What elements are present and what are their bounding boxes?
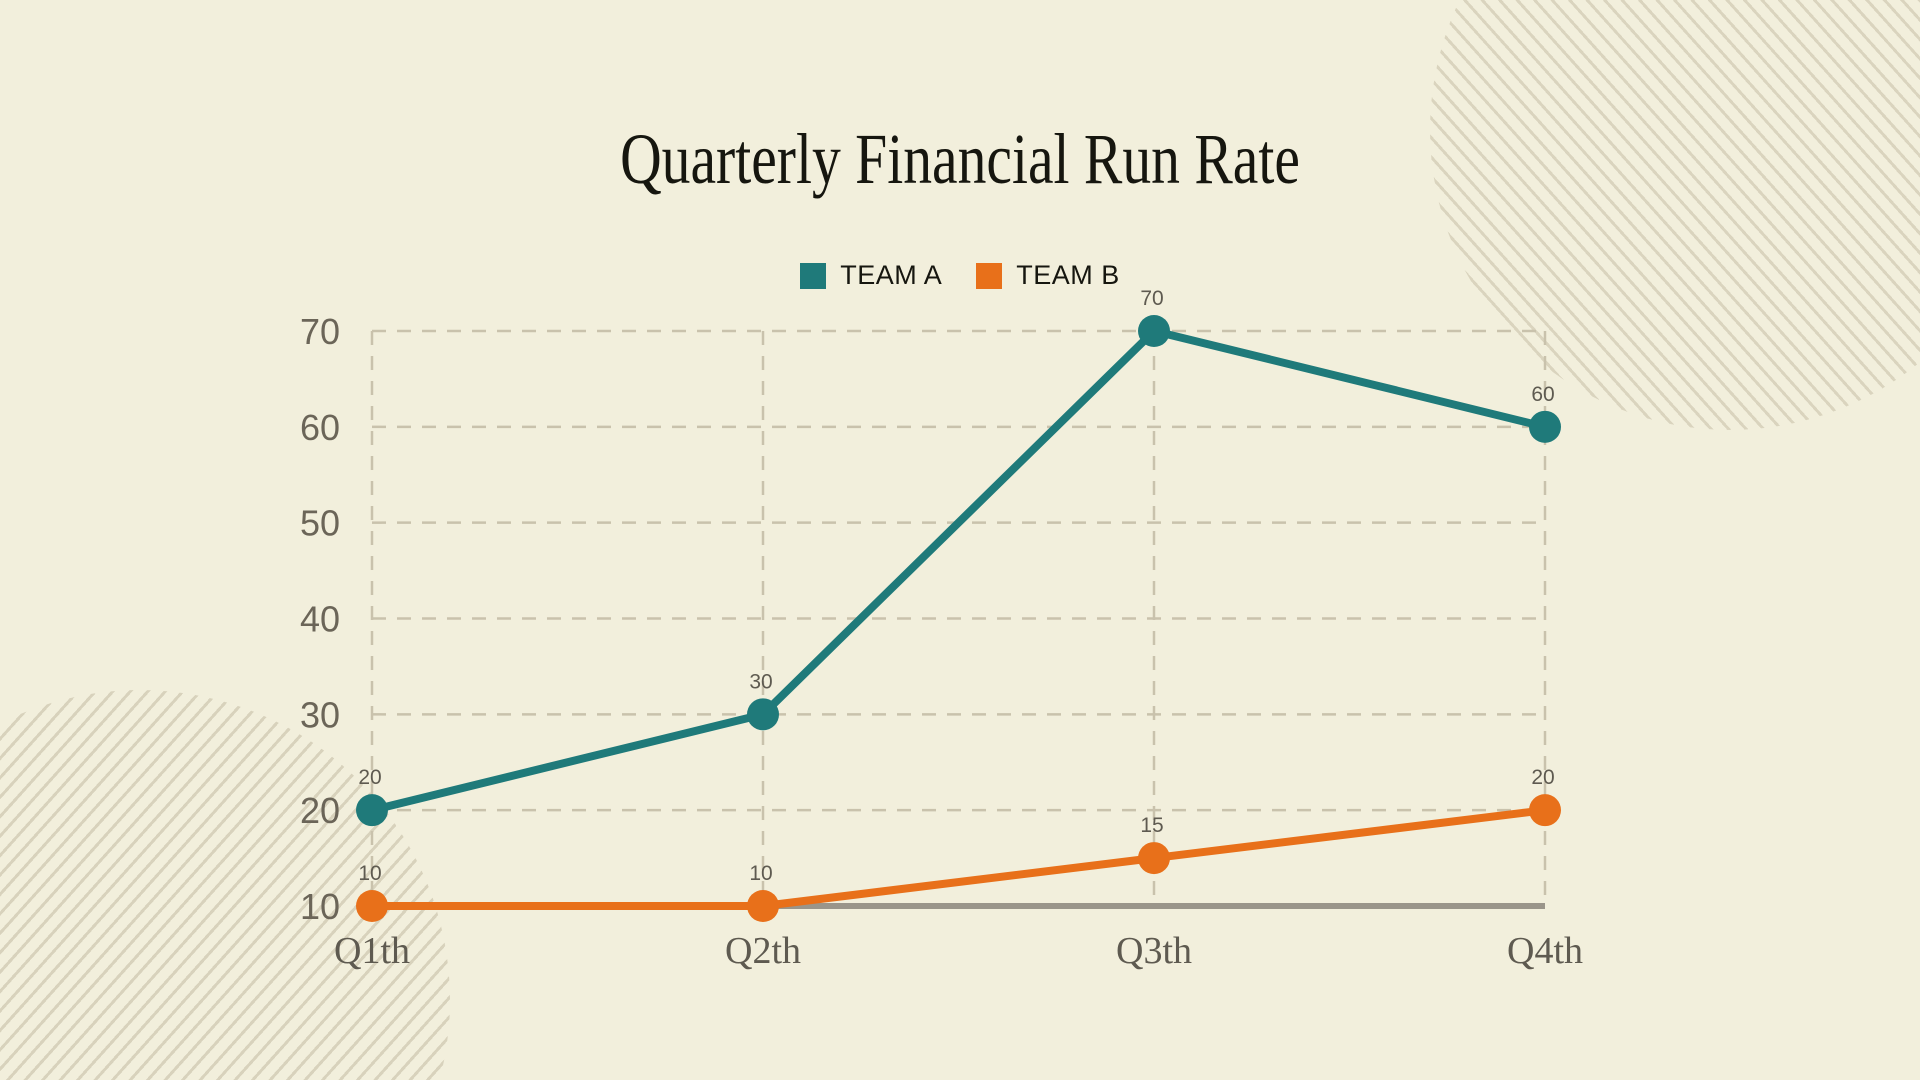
legend-swatch-icon-team-b [976,262,1003,289]
y-axis-tick-label: 30 [300,694,340,735]
data-point-label: 10 [749,862,772,885]
x-axis-tick-label: Q3th [1116,930,1192,972]
data-point-label: 60 [1531,383,1554,406]
x-axis-tick-label: Q1th [334,930,410,972]
series-line-team-a [368,327,1549,815]
y-axis-tick-label: 10 [300,886,340,927]
chart-legend: TEAM A TEAM B [0,262,1920,289]
legend-label-team-b: TEAM B [1016,260,1120,290]
data-point-marker[interactable] [1529,794,1561,827]
chart-title: Quarterly Financial Run Rate [620,119,1300,199]
data-point-label: 15 [1140,814,1163,837]
x-axis-tick-label: Q4th [1507,930,1583,972]
legend-item-team-a[interactable]: TEAM A [800,262,942,289]
data-point-marker[interactable] [1529,410,1561,443]
legend-label-team-a: TEAM A [840,260,943,290]
data-point-label: 20 [1531,766,1554,789]
y-axis-tick-label: 70 [300,311,340,352]
series-line-team-b [368,806,1549,910]
data-point-marker[interactable] [1138,315,1170,347]
legend-item-team-b[interactable]: TEAM B [976,262,1120,289]
data-point-marker[interactable] [747,698,779,731]
x-axis-tick-label: Q2th [725,930,801,972]
data-point-marker[interactable] [356,794,388,827]
y-axis-tick-label: 60 [300,407,340,448]
y-axis-tick-label: 50 [300,503,340,544]
data-point-label: 70 [1140,287,1163,310]
legend-swatch-icon-team-a [800,262,827,289]
data-point-label: 30 [749,670,772,693]
data-point-label: 20 [358,766,381,789]
data-point-marker[interactable] [356,890,388,922]
data-point-marker[interactable] [1138,842,1170,875]
y-axis-tick-label: 20 [300,790,340,831]
y-axis-tick-label: 40 [300,599,340,640]
data-point-marker[interactable] [747,890,779,922]
data-point-label: 10 [358,862,381,885]
